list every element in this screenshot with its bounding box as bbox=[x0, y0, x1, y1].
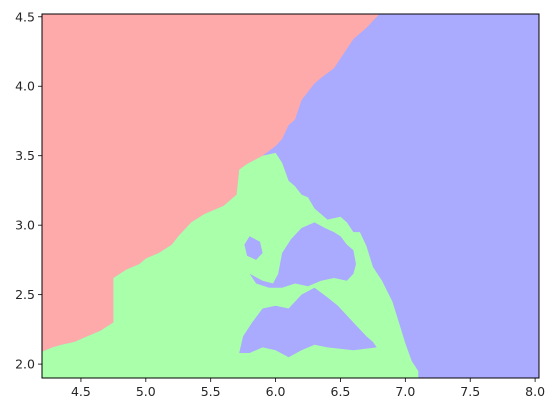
x-tick-label: 7.0 bbox=[395, 384, 415, 399]
y-tick-label: 2.5 bbox=[15, 287, 35, 302]
y-tick-label: 3.5 bbox=[15, 148, 35, 163]
y-tick-label: 3.0 bbox=[15, 218, 35, 233]
x-axis: 4.5 5.0 5.5 6.0 6.5 7.0 7.5 8.0 bbox=[71, 378, 545, 399]
x-tick-label: 4.5 bbox=[71, 384, 91, 399]
region-blue-pocket-3 bbox=[249, 222, 356, 288]
plot-frame bbox=[41, 13, 540, 379]
region-blue-pocket-2 bbox=[239, 287, 377, 358]
region-red-0 bbox=[42, 14, 380, 352]
x-tick-label: 7.5 bbox=[460, 384, 480, 399]
x-tick-label: 8.0 bbox=[525, 384, 545, 399]
y-tick-label: 4.0 bbox=[15, 79, 35, 94]
x-tick-label: 5.5 bbox=[201, 384, 221, 399]
x-tick-label: 6.5 bbox=[331, 384, 351, 399]
y-tick-label: 4.5 bbox=[15, 9, 35, 24]
decision-regions bbox=[42, 14, 419, 378]
x-tick-label: 6.0 bbox=[266, 384, 286, 399]
x-tick-label: 5.0 bbox=[136, 384, 156, 399]
y-axis: 2.0 2.5 3.0 3.5 4.0 4.5 bbox=[15, 9, 42, 372]
region-blue-pocket-5 bbox=[244, 236, 263, 260]
region-blue-pocket-4 bbox=[398, 194, 412, 215]
y-tick-label: 2.0 bbox=[15, 357, 35, 372]
